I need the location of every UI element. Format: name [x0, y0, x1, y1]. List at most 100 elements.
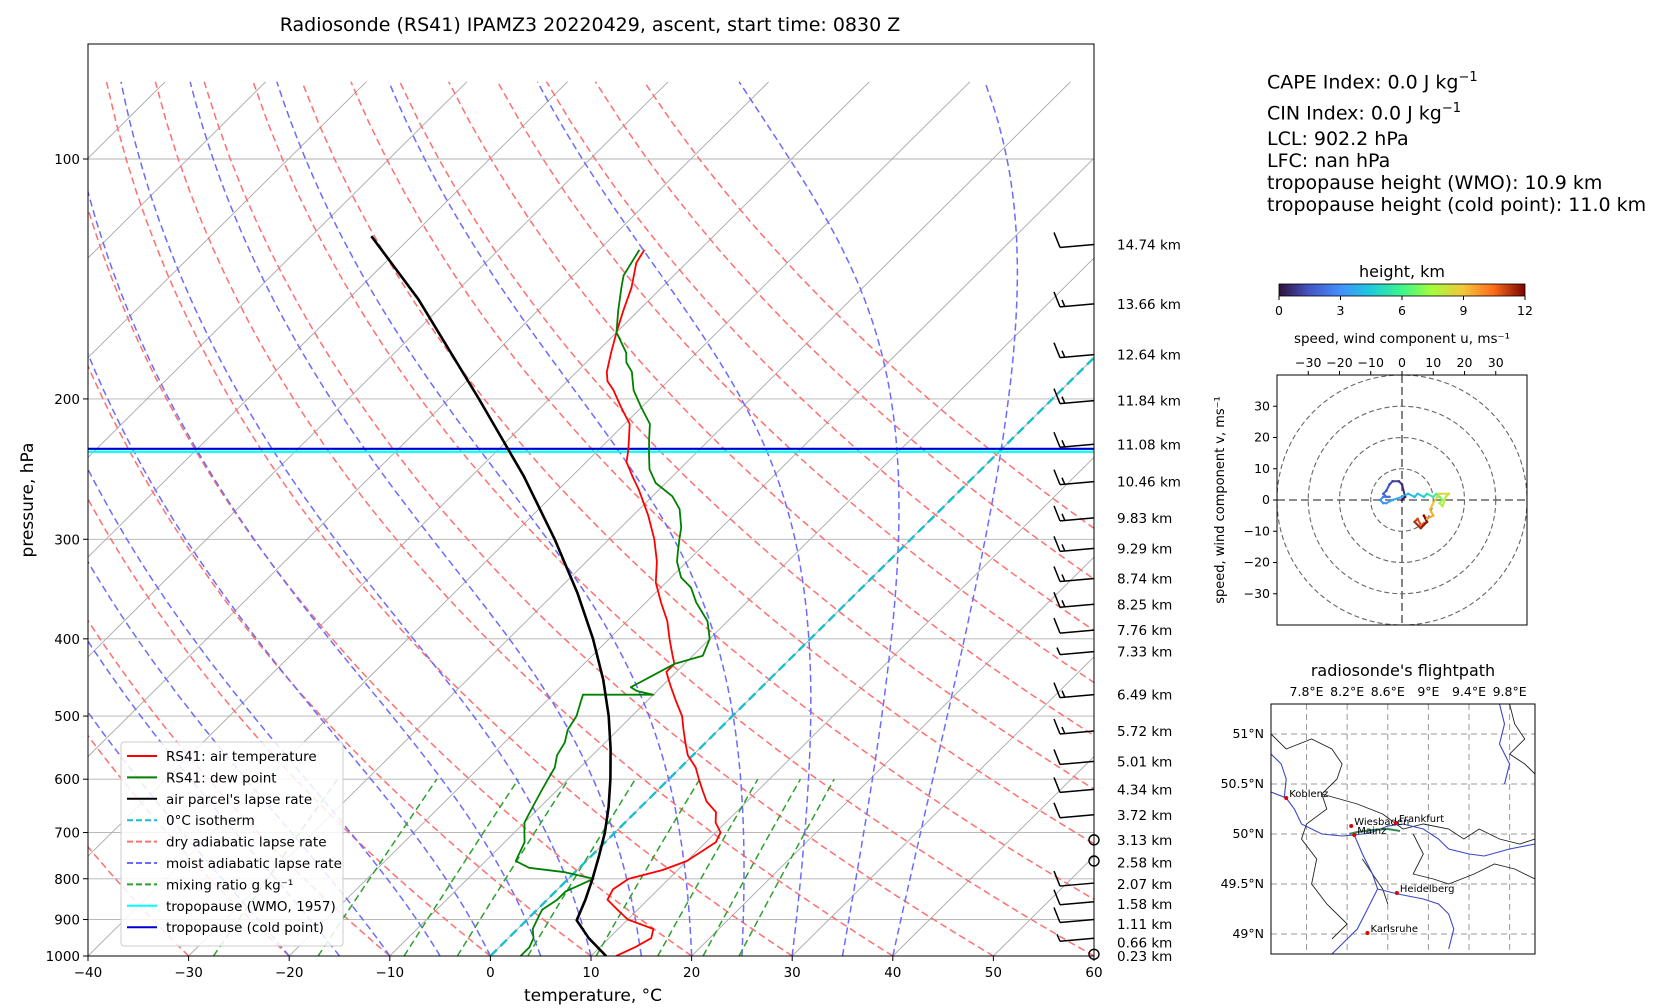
wind-barb-flag: [1053, 889, 1061, 906]
hodograph-point: [1419, 526, 1423, 530]
mixing-ratio-line: [595, 778, 701, 956]
city-marker: [1365, 931, 1370, 935]
mixing-ratio-line: [738, 778, 835, 956]
height-label: 0.23 km: [1117, 949, 1172, 965]
legend-label: RS41: dew point: [166, 770, 277, 786]
wind-barb-flag: [1053, 232, 1061, 248]
map-lat-label: 50.5°N: [1221, 776, 1264, 791]
legend: RS41: air temperature RS41: dew point air …: [120, 741, 344, 947]
hodograph-point: [1416, 517, 1419, 521]
wind-barb-flag: [1053, 870, 1061, 887]
wind-barb-half-flag: [1061, 350, 1066, 358]
map-lon-label: 9.8°E: [1493, 684, 1527, 699]
city-label: Wiesbaden: [1354, 817, 1409, 828]
x-tick-label: 50: [985, 965, 1002, 981]
y-tick-label: 400: [54, 632, 80, 648]
hodograph-point: [1406, 492, 1410, 496]
cape-unit-exponent: −1: [1458, 70, 1478, 85]
x-tick-label: 60: [1085, 965, 1102, 981]
height-label: 2.58 km: [1117, 855, 1172, 871]
hodograph-point: [1413, 520, 1416, 524]
city-marker: [1349, 824, 1354, 828]
hodograph-point: [1428, 508, 1432, 511]
dry-adiabat-line: [399, 81, 1094, 790]
height-label: 12.64 km: [1117, 348, 1181, 364]
y-tick-label: 600: [54, 772, 80, 788]
map-border: [1412, 833, 1535, 885]
map-river: [1498, 704, 1511, 785]
height-label: 1.58 km: [1117, 897, 1172, 913]
hodograph-point: [1425, 520, 1429, 524]
y-tick-label: 900: [54, 913, 80, 929]
legend-label: dry adiabatic lapse rate: [166, 835, 327, 851]
hodograph-point: [1400, 483, 1404, 486]
hodograph-point: [1438, 495, 1441, 499]
height-label: 10.46 km: [1117, 475, 1181, 491]
height-label: 0.66 km: [1117, 936, 1172, 952]
y-tick-label: 300: [54, 532, 80, 548]
legend-label: mixing ratio g kg⁻¹: [166, 877, 293, 893]
height-label: 4.34 km: [1117, 782, 1172, 798]
isotherm-gridline: [88, 81, 267, 259]
hodograph-segment: [1441, 495, 1447, 508]
wind-barb: [1053, 469, 1095, 486]
hodograph-x-tick-label: 10: [1425, 355, 1441, 370]
wind-barb: [1056, 933, 1095, 942]
legend-label: tropopause (cold point): [166, 920, 324, 936]
wind-barb: [1053, 777, 1095, 794]
hodograph-point: [1388, 495, 1391, 499]
height-label: 9.83 km: [1117, 511, 1172, 527]
hodograph: −30 −20 −10 0 10 20 30 −30 −20 −10 0 10 20 30: [1244, 355, 1528, 626]
hodograph-point: [1422, 495, 1426, 499]
wind-barb-staff: [1059, 480, 1095, 486]
hodograph-point: [1385, 501, 1388, 505]
wind-barb: [1053, 682, 1095, 699]
hodograph-y-tick-label: 0: [1262, 492, 1270, 507]
height-label: 8.25 km: [1117, 597, 1172, 613]
colorbar-tick-label: 3: [1337, 303, 1345, 318]
isotherm-gridline: [88, 81, 468, 459]
hodograph-point: [1391, 498, 1394, 502]
hodograph-point: [1385, 495, 1388, 499]
wind-barb: [1053, 592, 1095, 609]
dry-adiabat-line: [252, 81, 1094, 956]
colorbar-label: height, km: [1359, 262, 1445, 281]
moist-adiabat-line: [88, 710, 290, 956]
wind-barb-half-flag: [1061, 599, 1066, 608]
wind-barb-flag: [1053, 291, 1061, 308]
wind-barb-flag: [1053, 718, 1061, 735]
hodograph-point: [1422, 514, 1426, 517]
cin-index: CIN Index: 0.0 J kg−1: [1267, 101, 1461, 124]
city-marker: [1394, 891, 1399, 895]
zero-isotherm-line: [489, 355, 1094, 956]
wind-barb-flag: [1053, 536, 1061, 552]
wind-barb-staff: [1059, 918, 1095, 924]
lfc-value: LFC: nan hPa: [1267, 150, 1391, 172]
moist-adiabat-line: [892, 81, 1019, 956]
isotherm-gridline: [791, 656, 1094, 956]
wind-barb-flag: [1053, 777, 1061, 793]
wind-barb: [1053, 431, 1095, 449]
x-tick-label: −20: [275, 965, 304, 981]
wind-barb-staff: [1059, 901, 1095, 906]
calm-wind-marker: [1088, 855, 1100, 867]
height-label: 14.74 km: [1117, 237, 1181, 253]
city-marker: [1284, 796, 1289, 800]
wind-barb-flag: [1053, 682, 1061, 698]
wind-barb: [1053, 889, 1095, 906]
y-tick-label: 500: [54, 709, 80, 725]
wind-barb-staff: [1059, 760, 1095, 766]
y-tick-label: 1000: [46, 949, 80, 965]
map-lon-label: 8.2°E: [1330, 684, 1364, 699]
height-label: 5.72 km: [1117, 724, 1172, 740]
map-border: [1321, 793, 1535, 845]
wind-barb: [1053, 388, 1095, 405]
wind-barb-flag: [1053, 617, 1061, 634]
moist-adiabat-line: [189, 81, 643, 956]
hodograph-y-tick-label: 20: [1254, 430, 1270, 445]
wind-barb: [1053, 505, 1095, 522]
wind-barb: [1053, 907, 1095, 924]
dry-adiabat-line: [105, 81, 793, 956]
height-label: 1.11 km: [1117, 917, 1172, 933]
